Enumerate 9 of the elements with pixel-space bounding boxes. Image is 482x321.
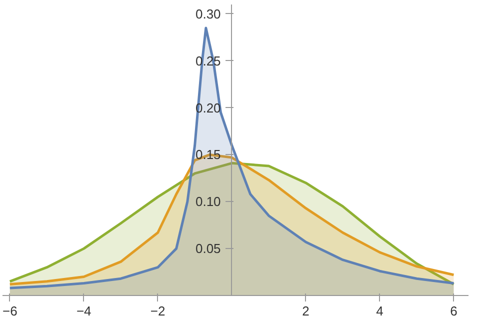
x-tick-label: 6 [450, 304, 458, 318]
y-tick-label: 0.10 [196, 194, 221, 210]
x-tick-label: 4 [376, 304, 384, 318]
x-tick-label: −6 [2, 304, 18, 318]
y-tick-label: 0.30 [196, 6, 221, 22]
x-tick-label: 2 [302, 304, 310, 318]
x-tick-label: −2 [150, 304, 166, 318]
x-tick-label: −4 [76, 304, 92, 318]
y-tick-label: 0.05 [196, 241, 221, 256]
